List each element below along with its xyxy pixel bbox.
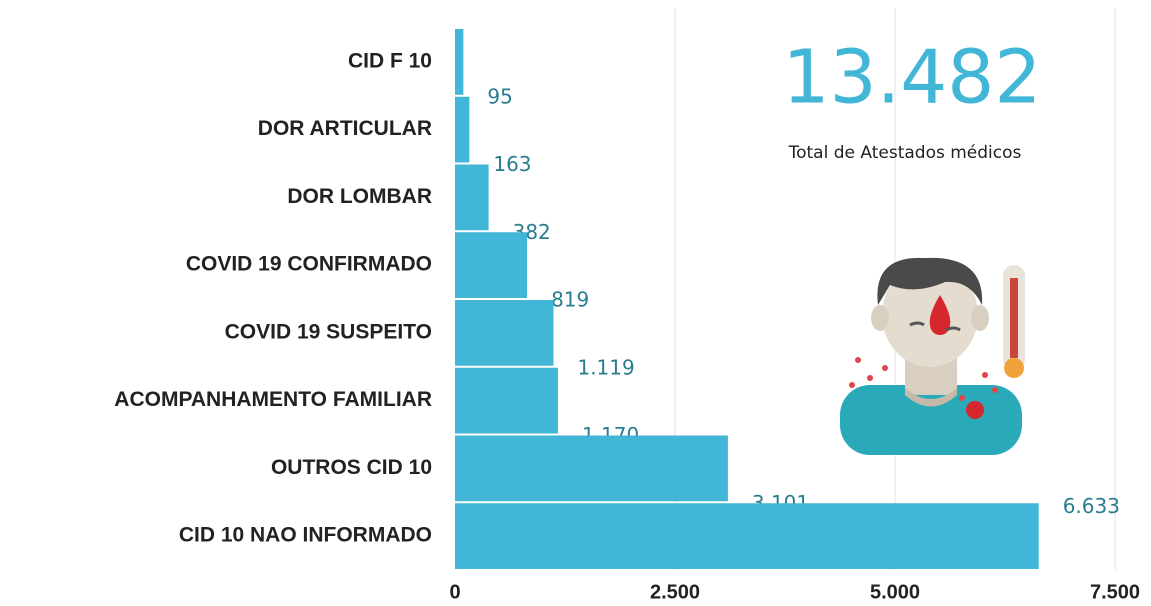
x-tick-label: 2.500 bbox=[650, 581, 700, 603]
data-label: 1.119 bbox=[577, 355, 634, 379]
bar bbox=[455, 503, 1039, 569]
y-tick-label: COVID 19 CONFIRMADO bbox=[186, 253, 432, 276]
x-tick-label: 7.500 bbox=[1090, 581, 1140, 603]
y-tick-label: OUTROS CID 10 bbox=[271, 456, 432, 479]
x-tick-label: 5.000 bbox=[870, 581, 920, 603]
kpi-caption: Total de Atestados médicos bbox=[788, 143, 1022, 163]
data-label: 819 bbox=[551, 288, 589, 312]
fever-icon bbox=[840, 257, 1025, 455]
x-tick-label: 0 bbox=[449, 581, 460, 603]
bar bbox=[455, 29, 464, 95]
y-tick-label: CID 10 NAO INFORMADO bbox=[179, 524, 432, 547]
y-tick-label: ACOMPANHAMENTO FAMILIAR bbox=[114, 388, 432, 411]
bar bbox=[455, 367, 558, 434]
data-label: 95 bbox=[487, 84, 512, 108]
bar bbox=[455, 232, 528, 298]
data-label: 6.633 bbox=[1063, 494, 1120, 518]
y-tick-label: DOR ARTICULAR bbox=[258, 117, 432, 140]
bar bbox=[455, 164, 489, 231]
bar bbox=[455, 435, 728, 502]
y-tick-label: COVID 19 SUSPEITO bbox=[225, 320, 432, 343]
kpi-value: 13.482 bbox=[783, 35, 1042, 121]
bar bbox=[455, 300, 554, 366]
y-tick-label: CID F 10 bbox=[348, 49, 432, 72]
y-tick-label: DOR LOMBAR bbox=[287, 185, 432, 208]
data-label: 163 bbox=[493, 152, 531, 176]
bar bbox=[455, 96, 470, 163]
